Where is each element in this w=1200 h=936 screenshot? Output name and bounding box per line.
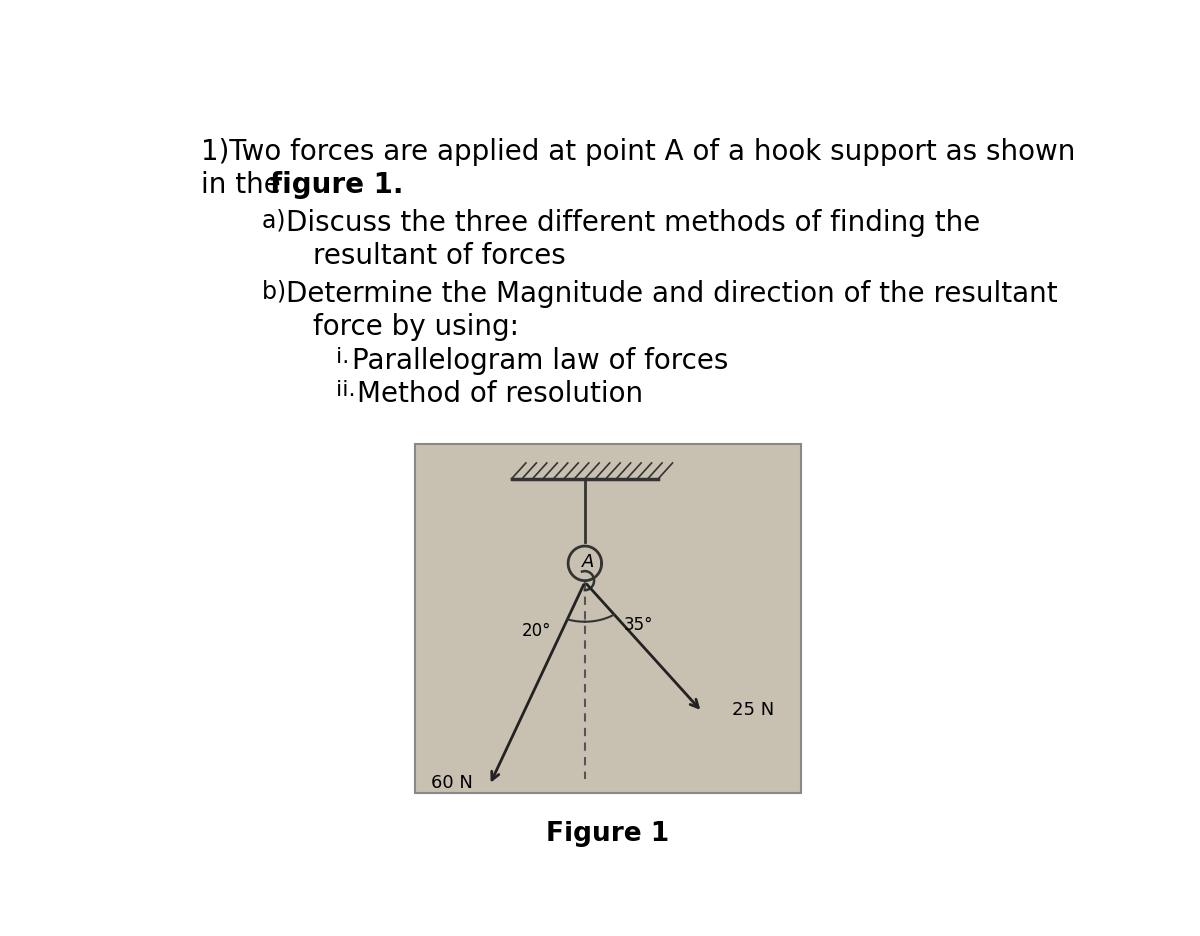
Text: 1)Two forces are applied at point A of a hook support as shown: 1)Two forces are applied at point A of a… bbox=[202, 138, 1075, 166]
Text: 20°: 20° bbox=[522, 622, 551, 640]
Text: i.: i. bbox=[336, 346, 356, 367]
Text: Parallelogram law of forces: Parallelogram law of forces bbox=[352, 346, 728, 374]
Text: Method of resolution: Method of resolution bbox=[356, 380, 643, 408]
Text: Determine the Magnitude and direction of the resultant: Determine the Magnitude and direction of… bbox=[286, 280, 1057, 308]
Text: force by using:: force by using: bbox=[313, 313, 518, 341]
Text: Figure 1: Figure 1 bbox=[546, 821, 670, 847]
Text: Discuss the three different methods of finding the: Discuss the three different methods of f… bbox=[286, 209, 980, 237]
Text: 35°: 35° bbox=[624, 616, 654, 635]
Text: resultant of forces: resultant of forces bbox=[313, 242, 565, 271]
Text: figure 1.: figure 1. bbox=[270, 171, 403, 199]
Text: a): a) bbox=[262, 209, 293, 233]
Text: 60 N: 60 N bbox=[431, 774, 473, 793]
Bar bbox=[415, 444, 802, 794]
Text: ii.: ii. bbox=[336, 380, 362, 400]
Text: in the: in the bbox=[202, 171, 289, 199]
Text: A: A bbox=[582, 553, 595, 571]
Text: b): b) bbox=[262, 280, 293, 303]
Text: 25 N: 25 N bbox=[732, 701, 774, 719]
